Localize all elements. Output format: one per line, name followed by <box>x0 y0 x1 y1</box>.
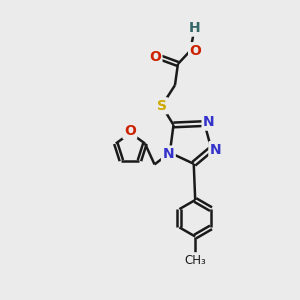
Text: H: H <box>189 21 200 35</box>
Text: O: O <box>149 50 161 64</box>
Text: S: S <box>157 99 167 113</box>
Text: O: O <box>124 124 136 138</box>
Text: N: N <box>163 147 174 161</box>
Text: N: N <box>210 142 222 157</box>
Text: O: O <box>190 44 202 58</box>
Text: N: N <box>203 115 215 129</box>
Text: CH₃: CH₃ <box>184 254 206 267</box>
